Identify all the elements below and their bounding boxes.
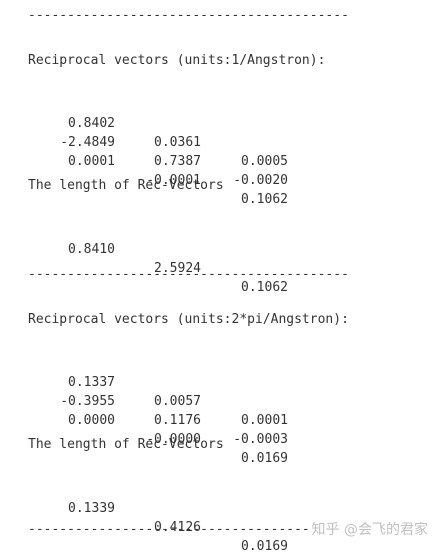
length-value: 0.1339 xyxy=(68,501,115,516)
section1-lengths-row: 0.8410 2.5924 0.1062 xyxy=(0,221,448,295)
section2-heading: Reciprocal vectors (units:2*pi/Angstron)… xyxy=(28,312,349,327)
matrix-cell: 0.0000 xyxy=(68,413,115,428)
matrix-cell: -0.0003 xyxy=(233,432,288,447)
section1-matrix-row: -2.4849 0.7387 -0.0020 xyxy=(0,114,448,188)
separator-line-3: ----------------------------------------… xyxy=(28,522,349,537)
section1-length-heading: The length of Rec-Vectors xyxy=(28,178,224,193)
section2-matrix-row: 0.0000 -0.0000 0.0169 xyxy=(0,392,448,466)
section2-lengths-row: 0.1339 0.4126 0.0169 xyxy=(0,480,448,554)
matrix-cell: -0.0020 xyxy=(233,173,288,188)
length-value: 0.4126 xyxy=(154,520,201,535)
matrix-cell: 0.0169 xyxy=(241,451,288,466)
matrix-cell: 0.1337 xyxy=(68,375,115,390)
matrix-cell: 0.1062 xyxy=(241,192,288,207)
matrix-cell: 0.0001 xyxy=(68,154,115,169)
section1-heading: Reciprocal vectors (units:1/Angstron): xyxy=(28,53,326,68)
section1-matrix-row: 0.0001 -0.0001 0.1062 xyxy=(0,133,448,207)
matrix-cell: 0.0361 xyxy=(154,135,201,150)
watermark-text: 知乎 @会飞的君家 xyxy=(307,518,428,542)
section2-matrix-row: -0.3955 0.1176 -0.0003 xyxy=(0,373,448,447)
separator-line-2: ----------------------------------------… xyxy=(28,267,349,282)
matrix-cell: 0.0057 xyxy=(154,394,201,409)
length-value: 0.8410 xyxy=(68,242,115,257)
matrix-cell: -0.0001 xyxy=(146,173,201,188)
matrix-cell: -0.3955 xyxy=(60,394,115,409)
separator-line-1: ----------------------------------------… xyxy=(28,8,349,23)
matrix-cell: -0.0000 xyxy=(146,432,201,447)
length-value: 0.1062 xyxy=(241,280,288,295)
length-value: 0.0169 xyxy=(241,539,288,554)
length-value: 2.5924 xyxy=(154,261,201,276)
matrix-cell: 0.8402 xyxy=(68,116,115,131)
matrix-cell: 0.1176 xyxy=(154,413,201,428)
section2-length-heading: The length of Rec-Vectors xyxy=(28,437,224,452)
matrix-cell: 0.0001 xyxy=(241,413,288,428)
matrix-cell: 0.7387 xyxy=(154,154,201,169)
matrix-cell: 0.0005 xyxy=(241,154,288,169)
section2-matrix-row: 0.1337 0.0057 0.0001 xyxy=(0,354,448,428)
section1-matrix-row: 0.8402 0.0361 0.0005 xyxy=(0,95,448,169)
matrix-cell: -2.4849 xyxy=(60,135,115,150)
